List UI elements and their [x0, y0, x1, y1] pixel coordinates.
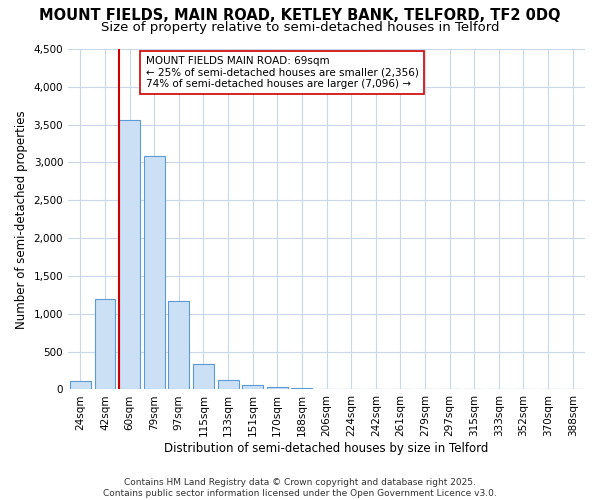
Bar — [144, 156, 164, 390]
Text: Contains HM Land Registry data © Crown copyright and database right 2025.
Contai: Contains HM Land Registry data © Crown c… — [103, 478, 497, 498]
Text: Size of property relative to semi-detached houses in Telford: Size of property relative to semi-detach… — [101, 21, 499, 34]
Text: MOUNT FIELDS, MAIN ROAD, KETLEY BANK, TELFORD, TF2 0DQ: MOUNT FIELDS, MAIN ROAD, KETLEY BANK, TE… — [39, 8, 561, 22]
X-axis label: Distribution of semi-detached houses by size in Telford: Distribution of semi-detached houses by … — [164, 442, 489, 455]
Bar — [193, 364, 214, 390]
Bar — [70, 381, 91, 390]
Bar — [169, 301, 189, 390]
Bar — [95, 298, 115, 390]
Bar — [119, 120, 140, 390]
Bar — [292, 388, 313, 390]
Bar — [267, 387, 288, 390]
Bar — [242, 384, 263, 390]
Y-axis label: Number of semi-detached properties: Number of semi-detached properties — [15, 110, 28, 328]
Bar — [218, 380, 239, 390]
Text: MOUNT FIELDS MAIN ROAD: 69sqm
← 25% of semi-detached houses are smaller (2,356)
: MOUNT FIELDS MAIN ROAD: 69sqm ← 25% of s… — [146, 56, 418, 89]
